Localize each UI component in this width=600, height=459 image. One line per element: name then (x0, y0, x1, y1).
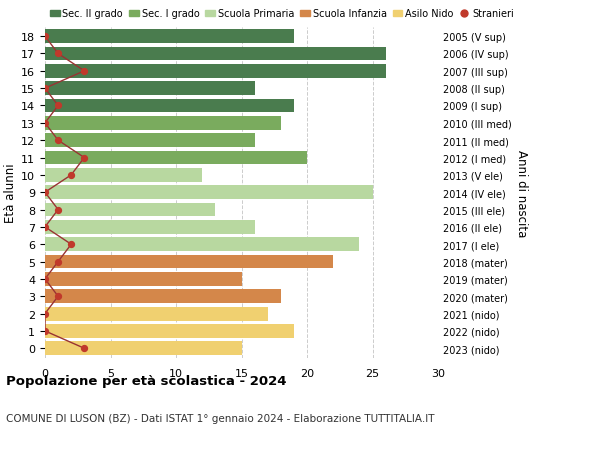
Point (40, 275, 50, 283)
Point (53, 207, 63, 214)
Point (67, 172, 76, 179)
Text: Popolazione per età scolastica - 2024: Popolazione per età scolastica - 2024 (6, 374, 287, 387)
Point (53, 137, 63, 145)
Point (40, 34, 50, 41)
Bar (45, 238, 359, 252)
Point (53, 293, 63, 300)
Bar (45, 255, 333, 269)
Point (40, 328, 50, 335)
Bar (45, 290, 281, 303)
Point (67, 241, 76, 248)
Bar (45, 47, 386, 62)
Bar (45, 203, 215, 217)
Bar (45, 117, 281, 130)
Bar (45, 186, 373, 200)
Bar (45, 82, 254, 96)
Bar (45, 307, 268, 321)
Y-axis label: Età alunni: Età alunni (4, 163, 17, 223)
Point (80, 345, 89, 352)
Legend: Sec. II grado, Sec. I grado, Scuola Primaria, Scuola Infanzia, Asilo Nido, Stran: Sec. II grado, Sec. I grado, Scuola Prim… (50, 9, 514, 19)
Point (40, 310, 50, 318)
Bar (45, 220, 254, 234)
Bar (45, 324, 294, 338)
Bar (45, 151, 307, 165)
Bar (45, 30, 294, 44)
Point (40, 85, 50, 93)
Bar (45, 99, 294, 113)
Point (40, 120, 50, 127)
Y-axis label: Anni di nascita: Anni di nascita (515, 149, 528, 236)
Point (40, 189, 50, 196)
Point (53, 103, 63, 110)
Point (80, 155, 89, 162)
Bar (45, 341, 241, 355)
Bar (45, 272, 241, 286)
Bar (45, 168, 202, 182)
Point (40, 224, 50, 231)
Bar (45, 134, 254, 148)
Point (53, 50, 63, 58)
Point (80, 68, 89, 75)
Point (53, 258, 63, 266)
Text: COMUNE DI LUSON (BZ) - Dati ISTAT 1° gennaio 2024 - Elaborazione TUTTITALIA.IT: COMUNE DI LUSON (BZ) - Dati ISTAT 1° gen… (6, 413, 434, 423)
Bar (45, 65, 386, 78)
